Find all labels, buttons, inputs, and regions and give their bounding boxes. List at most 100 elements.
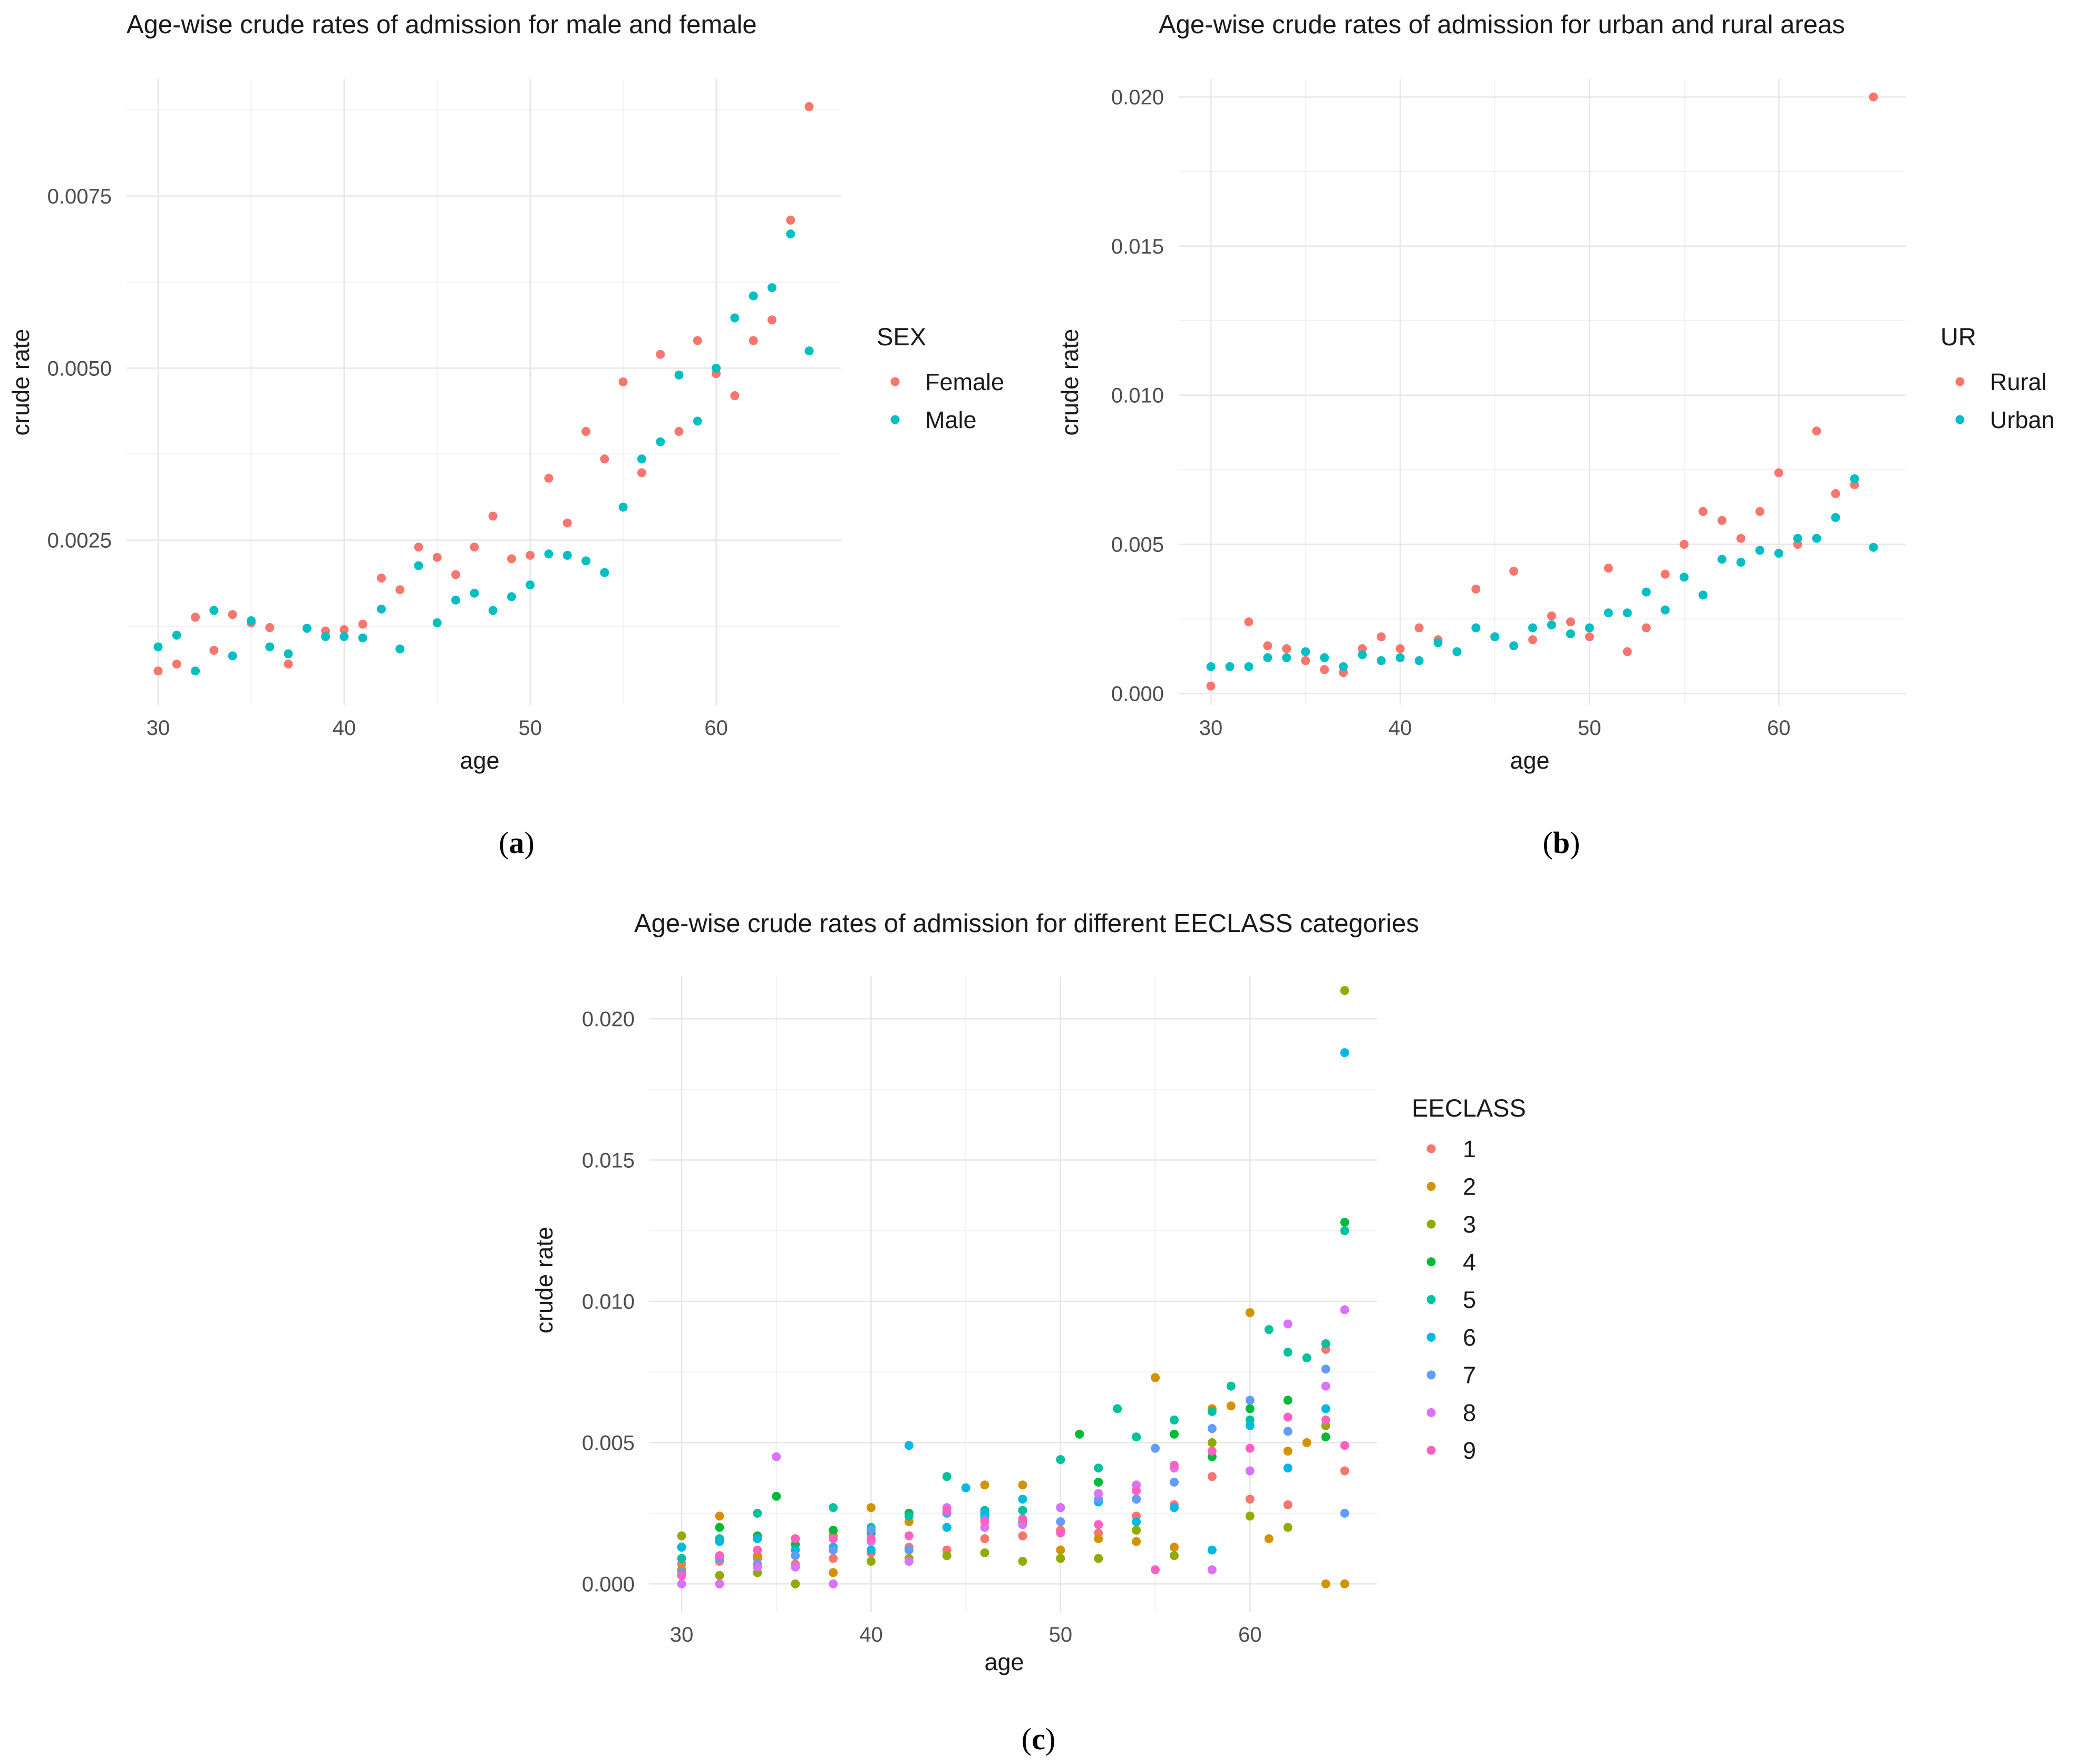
chart-b-point-series-Urban <box>1547 620 1556 629</box>
chart-c-point-series-4 <box>1340 1217 1349 1227</box>
chart-c-legend-key-3 <box>1426 1219 1436 1229</box>
chart-a-point-series-Male <box>451 595 461 605</box>
chart-c-point-series-5 <box>1226 1381 1236 1391</box>
chart-c-point-series-4 <box>1094 1477 1103 1487</box>
chart-a-point-series-Male <box>693 416 702 426</box>
chart-a-point-series-Male <box>209 606 219 615</box>
chart-a-point-series-Female <box>693 336 702 345</box>
chart-b-point-series-Urban <box>1225 662 1235 671</box>
chart-c-point-series-8 <box>829 1579 838 1588</box>
chart-a-point-series-Male <box>804 346 814 356</box>
chart-c-point-series-2 <box>1283 1446 1293 1456</box>
chart-b-point-series-Urban <box>1736 557 1746 567</box>
chart-a-point-series-Male <box>339 632 349 641</box>
chart-a-point-series-Female <box>414 542 423 552</box>
chart-c-point-series-9 <box>1321 1416 1331 1425</box>
chart-c-point-series-7 <box>866 1526 876 1535</box>
chart-b-y-tick-label: 0.010 <box>1111 384 1164 408</box>
chart-c-point-series-5 <box>1302 1353 1312 1363</box>
chart-c-legend-key-7 <box>1426 1370 1436 1380</box>
chart-a-x-tick-label: 50 <box>518 716 542 740</box>
chart-c-point-series-5 <box>1132 1432 1141 1442</box>
chart-b-point-series-Urban <box>1679 573 1689 582</box>
chart-b-point-series-Urban <box>1812 534 1821 543</box>
chart-b-point-series-Rural <box>1263 641 1273 651</box>
chart-a-point-series-Female <box>470 542 479 552</box>
chart-b-point-series-Urban <box>1642 587 1651 597</box>
chart-a-point-series-Male <box>246 616 256 625</box>
chart-c-point-series-8 <box>1207 1565 1217 1575</box>
chart-a-point-series-Male <box>191 666 200 676</box>
chart-b-point-series-Urban <box>1755 546 1764 555</box>
chart-a-y-tick-label: 0.0050 <box>47 357 112 380</box>
chart-c-point-series-6 <box>1283 1463 1293 1473</box>
chart-b-y-tick-label: 0.005 <box>1111 534 1164 557</box>
chart-a-point-series-Female <box>674 427 684 436</box>
chart-c-point-series-8 <box>791 1562 800 1572</box>
chart-b-point-series-Urban <box>1338 662 1348 671</box>
chart-c-point-series-5 <box>1207 1407 1217 1416</box>
chart-c-point-series-9 <box>1094 1520 1103 1529</box>
chart-c-point-series-5 <box>829 1503 838 1513</box>
chart-b-point-series-Rural <box>1736 534 1746 543</box>
chart-c-legend-label-8: 8 <box>1463 1400 1476 1427</box>
chart-c-point-series-6 <box>1207 1545 1217 1555</box>
chart-c-point-series-2 <box>1151 1373 1160 1382</box>
chart-a-point-series-Female <box>284 660 293 669</box>
chart-c-y-tick-label: 0.015 <box>582 1149 635 1172</box>
chart-c-point-series-3 <box>1094 1554 1103 1563</box>
chart-b-point-series-Urban <box>1869 542 1878 552</box>
chart-a-point-series-Female <box>637 468 646 478</box>
chart-b-point-series-Rural <box>1376 632 1386 642</box>
chart-a-point-series-Male <box>712 363 721 373</box>
chart-a-point-series-Male <box>488 606 498 615</box>
chart-c-y-axis-label: crude rate <box>531 1227 558 1334</box>
chart-c-point-series-8 <box>772 1452 781 1461</box>
chart-c-point-series-7 <box>1321 1364 1331 1374</box>
chart-a-point-series-Male <box>618 502 628 512</box>
chart-c-x-tick-label: 40 <box>859 1623 883 1646</box>
chart-b-point-series-Urban <box>1301 647 1310 656</box>
chart-b-point-series-Rural <box>1320 665 1329 674</box>
chart-b-point-series-Rural <box>1755 507 1764 516</box>
chart-a-point-series-Male <box>265 642 275 652</box>
chart-c-point-series-3 <box>1245 1511 1255 1521</box>
chart-b-x-tick-label: 60 <box>1767 716 1791 740</box>
chart-a-legend-key-Female <box>890 377 900 386</box>
chart-c-point-series-6 <box>1018 1495 1027 1504</box>
chart-a-point-series-Female <box>767 315 776 325</box>
chart-c-point-series-2 <box>829 1568 838 1577</box>
chart-a-legend-key-Male <box>890 415 900 424</box>
chart-a-point-series-Male <box>600 568 609 577</box>
chart-c-point-series-7 <box>1340 1508 1349 1518</box>
chart-a-point-series-Male <box>749 291 758 301</box>
chart-c-point-series-2 <box>1264 1534 1274 1544</box>
chart-b-caption-letter: b <box>1553 826 1570 860</box>
chart-a-point-series-Male <box>376 604 386 614</box>
chart-c-caption: (c) <box>1022 1722 1055 1756</box>
chart-a-point-series-Male <box>544 549 554 559</box>
chart-c-point-series-9 <box>942 1506 951 1515</box>
chart-a-point-series-Female <box>153 666 163 676</box>
chart-c-title: Age-wise crude rates of admission for di… <box>634 909 1419 938</box>
chart-c-point-series-4 <box>1075 1429 1084 1439</box>
chart-c-point-series-6 <box>961 1483 970 1492</box>
chart-c-point-series-3 <box>677 1531 686 1540</box>
chart-b-legend-label-Urban: Urban <box>1990 406 2055 433</box>
chart-c-point-series-9 <box>1340 1441 1349 1450</box>
chart-c-point-series-2 <box>1056 1545 1065 1555</box>
chart-c-y-tick-label: 0.020 <box>582 1007 635 1031</box>
chart-a-point-series-Male <box>656 437 665 447</box>
chart-c-point-series-8 <box>753 1562 762 1572</box>
chart-b-point-series-Rural <box>1661 569 1670 579</box>
chart-c-point-series-8 <box>1245 1466 1255 1476</box>
chart-b-point-series-Urban <box>1623 608 1632 618</box>
chart-a-point-series-Female <box>395 585 405 595</box>
chart-b-point-series-Urban <box>1452 647 1462 656</box>
chart-c-point-series-5 <box>1340 1226 1349 1235</box>
chart-a-point-series-Male <box>358 633 367 643</box>
chart-b-point-series-Rural <box>1528 635 1538 645</box>
chart-a-point-series-Male <box>228 651 237 661</box>
chart-c-y-tick-label: 0.010 <box>582 1290 635 1313</box>
chart-c-point-series-9 <box>1018 1514 1027 1524</box>
